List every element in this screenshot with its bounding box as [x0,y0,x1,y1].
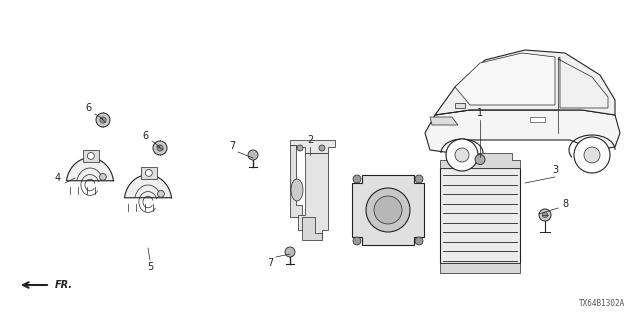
Circle shape [100,117,106,123]
Text: 1: 1 [477,108,483,118]
Bar [83,150,99,162]
Polygon shape [440,153,520,167]
Circle shape [157,145,163,151]
Text: 7: 7 [229,141,235,151]
Bar [440,262,520,273]
Circle shape [374,196,402,224]
Polygon shape [67,158,113,181]
Circle shape [319,145,325,151]
Bar [440,167,520,262]
Polygon shape [290,140,335,153]
Circle shape [88,153,94,159]
Circle shape [574,137,610,173]
Text: 5: 5 [147,262,153,272]
Text: 6: 6 [142,131,148,141]
Polygon shape [435,50,615,115]
Circle shape [415,175,423,183]
Circle shape [455,148,469,162]
Bar [530,117,545,122]
Polygon shape [455,53,555,105]
Text: 6: 6 [85,103,91,113]
Circle shape [584,147,600,163]
Circle shape [99,173,106,180]
Circle shape [285,247,295,257]
Circle shape [415,237,423,245]
Ellipse shape [291,179,303,201]
Circle shape [96,113,110,127]
Circle shape [153,141,167,155]
Circle shape [366,188,410,232]
Circle shape [446,139,478,171]
Text: 7: 7 [267,258,273,268]
Circle shape [539,209,551,221]
Polygon shape [290,145,302,217]
Text: 8: 8 [562,199,568,209]
Text: 4: 4 [55,173,61,183]
Bar [141,167,157,179]
Polygon shape [558,57,608,108]
Polygon shape [425,110,620,153]
Text: 2: 2 [307,135,313,145]
Polygon shape [298,153,328,237]
Polygon shape [352,175,424,245]
Polygon shape [430,117,458,125]
Circle shape [475,155,485,164]
Circle shape [353,175,361,183]
Text: 3: 3 [552,165,558,175]
Polygon shape [455,103,465,108]
Circle shape [248,150,258,160]
Text: FR.: FR. [55,280,73,290]
Polygon shape [302,217,322,240]
Circle shape [157,190,164,197]
Polygon shape [125,175,172,198]
Circle shape [145,170,152,176]
Circle shape [297,145,303,151]
Circle shape [542,212,548,218]
Circle shape [353,237,361,245]
Text: TX64B1302A: TX64B1302A [579,299,625,308]
